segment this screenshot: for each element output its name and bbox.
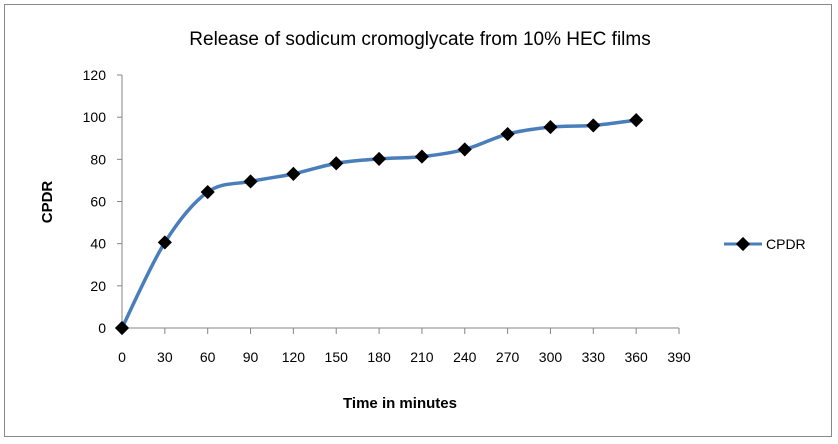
- y-tick-label: 80: [90, 151, 106, 167]
- chart-border: [4, 4, 832, 437]
- data-point: [543, 120, 558, 135]
- y-tick-label: 0: [98, 320, 106, 336]
- chart-title: Release of sodicum cromoglycate from 10%…: [189, 29, 650, 50]
- x-tick-label: 360: [624, 349, 648, 365]
- x-tick-label: 390: [667, 349, 691, 365]
- data-point: [500, 126, 515, 142]
- data-point: [414, 149, 429, 164]
- data-point: [586, 118, 601, 133]
- data-point: [329, 156, 344, 171]
- x-tick-label: 90: [243, 349, 259, 365]
- x-tick-label: 120: [282, 349, 306, 365]
- y-tick-label: 100: [83, 109, 107, 125]
- data-point: [157, 235, 172, 250]
- data-point: [372, 151, 387, 166]
- y-axis-label: CPDR: [39, 181, 56, 224]
- data-point: [457, 142, 472, 157]
- x-tick-label: 60: [200, 349, 216, 365]
- legend: CPDR: [724, 236, 806, 252]
- legend-label: CPDR: [766, 236, 806, 252]
- data-point: [286, 166, 301, 181]
- legend-marker: [735, 236, 751, 252]
- x-tick-label: 150: [325, 349, 349, 365]
- x-tick-label: 30: [157, 349, 173, 365]
- x-tick-label: 180: [367, 349, 391, 365]
- x-tick-label: 240: [453, 349, 477, 365]
- x-tick-label: 0: [118, 349, 126, 365]
- y-tick-label: 20: [90, 278, 106, 294]
- y-tick-label: 40: [90, 236, 106, 252]
- x-axis-label: Time in minutes: [343, 395, 457, 412]
- x-tick-label: 210: [410, 349, 434, 365]
- y-tick-label: 60: [90, 194, 106, 210]
- data-point: [114, 320, 130, 336]
- data-point: [629, 113, 644, 128]
- data-point: [200, 184, 215, 200]
- x-tick-label: 330: [582, 349, 606, 365]
- data-point: [243, 174, 258, 189]
- series-line: [120, 118, 637, 329]
- x-tick-label: 300: [539, 349, 563, 365]
- y-tick-label: 120: [83, 67, 107, 83]
- x-tick-label: 270: [496, 349, 520, 365]
